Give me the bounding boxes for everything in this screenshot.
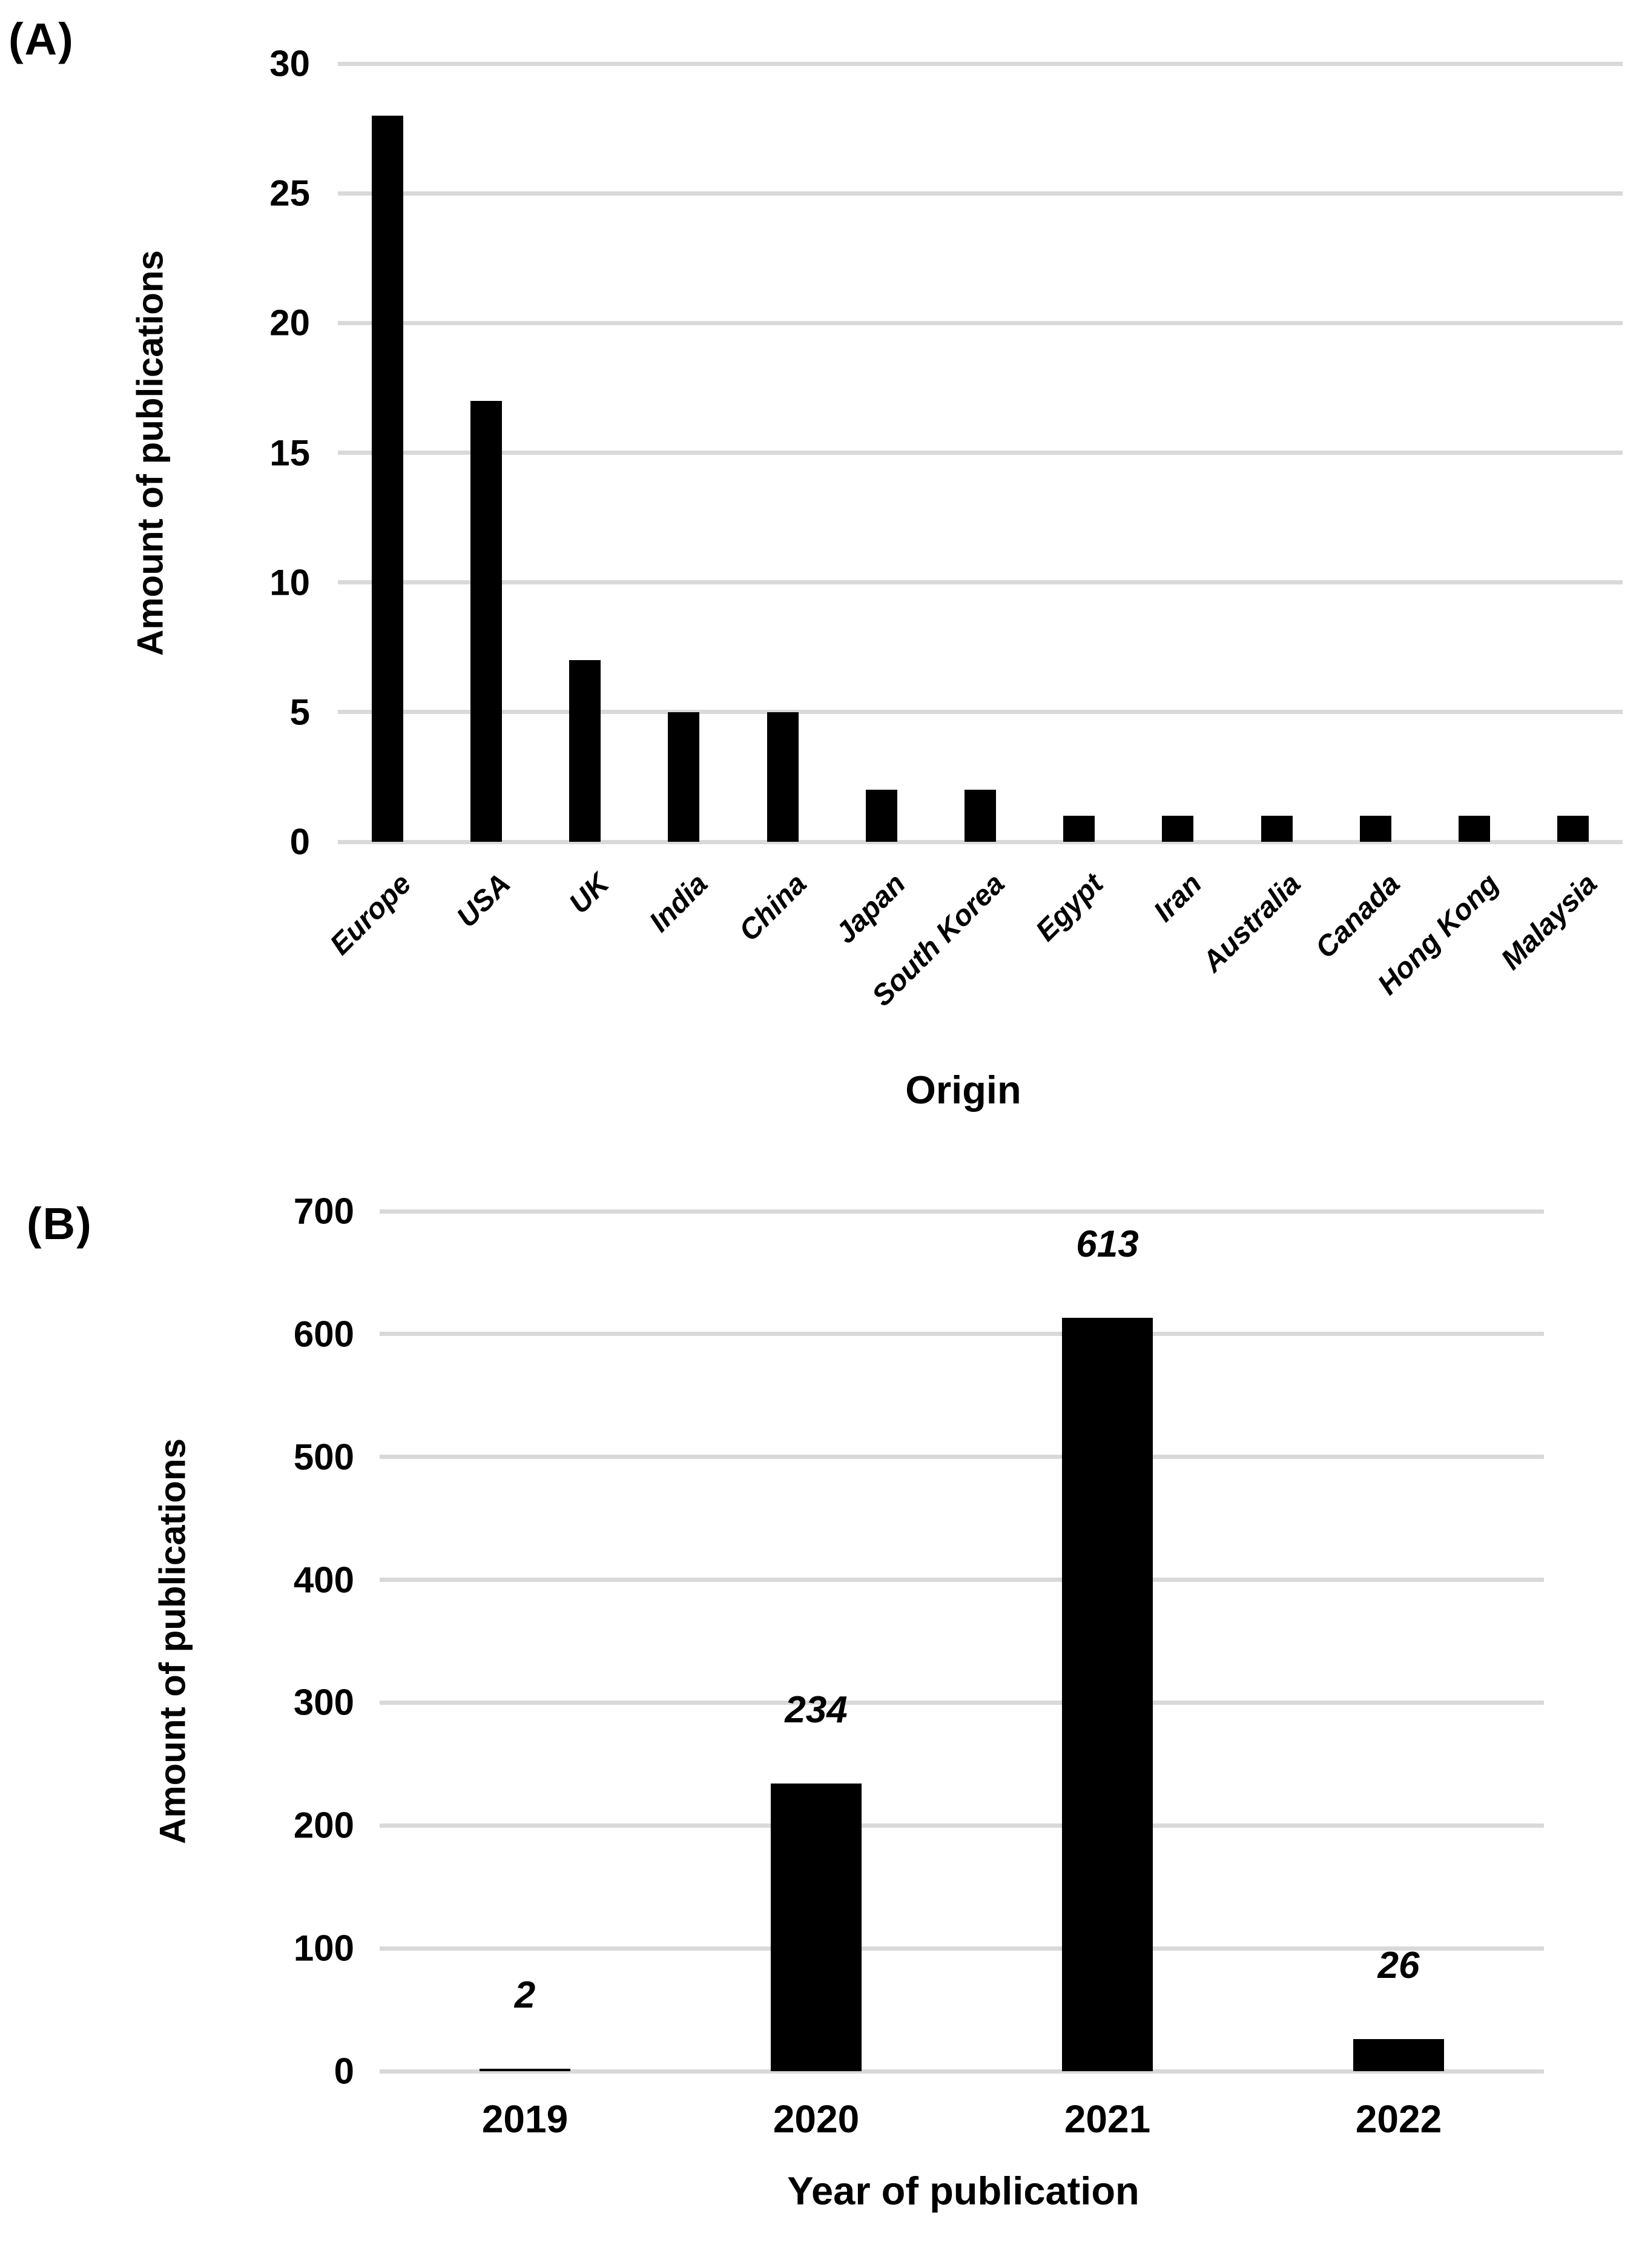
gridline-100 xyxy=(380,1946,1544,1951)
y-tick-label-25: 25 xyxy=(269,173,310,214)
bar-usa xyxy=(470,401,502,842)
gridline-700 xyxy=(380,1209,1544,1214)
x-tick-label-australia: Australia xyxy=(1196,867,1307,979)
x-tick-label-canada: Canada xyxy=(1309,867,1407,965)
data-label-2019: 2 xyxy=(514,1974,536,2016)
x-tick-label-india: India xyxy=(643,867,714,939)
x-tick-label-2021: 2021 xyxy=(1064,2097,1151,2141)
gridline-25 xyxy=(338,191,1623,196)
data-label-2022: 26 xyxy=(1377,1945,1420,1986)
y-axis-title-b: Amount of publications xyxy=(152,1438,193,1844)
gridline-300 xyxy=(380,1701,1544,1705)
bar-south-korea xyxy=(965,790,996,842)
panel-b-label: (B) xyxy=(27,1198,93,1249)
x-tick-label-iran: Iran xyxy=(1147,867,1209,928)
y-tick-label-300: 300 xyxy=(293,1682,354,1723)
gridline-30 xyxy=(338,62,1623,66)
bar-europe xyxy=(372,116,403,842)
bar-2020 xyxy=(771,1784,862,2071)
x-tick-label-uk: UK xyxy=(562,867,616,921)
y-tick-label-5: 5 xyxy=(289,692,310,733)
x-tick-label-2020: 2020 xyxy=(773,2097,860,2141)
gridline-10 xyxy=(338,580,1623,584)
bar-hong-kong xyxy=(1459,816,1490,842)
y-tick-label-30: 30 xyxy=(269,43,310,84)
x-tick-label-2019: 2019 xyxy=(481,2097,569,2141)
x-tick-label-2022: 2022 xyxy=(1355,2097,1442,2141)
x-tick-label-japan: Japan xyxy=(829,867,912,950)
data-label-2021: 613 xyxy=(1076,1223,1139,1265)
y-tick-label-700: 700 xyxy=(293,1191,354,1232)
gridline-0 xyxy=(338,840,1623,844)
y-tick-label-200: 200 xyxy=(293,1805,354,1846)
bar-2021 xyxy=(1062,1318,1153,2071)
gridline-5 xyxy=(338,710,1623,714)
y-tick-label-20: 20 xyxy=(269,302,310,343)
y-tick-label-100: 100 xyxy=(293,1928,354,1969)
y-tick-label-500: 500 xyxy=(293,1437,354,1478)
bar-china xyxy=(767,712,799,842)
bar-2019 xyxy=(480,2069,570,2071)
bar-uk xyxy=(569,660,601,842)
y-tick-label-0: 0 xyxy=(334,2051,354,2092)
bar-australia xyxy=(1261,816,1293,842)
gridline-20 xyxy=(338,321,1623,325)
x-tick-label-usa: USA xyxy=(450,867,517,934)
y-tick-label-10: 10 xyxy=(269,562,310,603)
y-tick-label-600: 600 xyxy=(293,1314,354,1355)
gridline-500 xyxy=(380,1455,1544,1459)
x-axis-title-b: Year of publication xyxy=(787,2169,1139,2213)
gridline-600 xyxy=(380,1332,1544,1336)
bar-2022 xyxy=(1353,2039,1444,2071)
y-tick-label-0: 0 xyxy=(289,821,310,862)
gridline-0 xyxy=(380,2069,1544,2074)
bar-egypt xyxy=(1063,816,1095,842)
gridline-15 xyxy=(338,451,1623,455)
y-tick-label-15: 15 xyxy=(269,432,310,474)
y-tick-label-400: 400 xyxy=(293,1559,354,1601)
gridline-400 xyxy=(380,1578,1544,1582)
data-label-2020: 234 xyxy=(785,1689,848,1731)
bar-iran xyxy=(1162,816,1193,842)
bar-malaysia xyxy=(1557,816,1589,842)
x-tick-label-malaysia: Malaysia xyxy=(1495,867,1604,976)
bar-india xyxy=(668,712,699,842)
panel-a-label: (A) xyxy=(8,14,74,64)
gridline-200 xyxy=(380,1823,1544,1828)
x-tick-label-china: China xyxy=(733,867,813,948)
bar-japan xyxy=(866,790,897,842)
x-tick-label-europe: Europe xyxy=(324,867,418,962)
x-tick-label-egypt: Egypt xyxy=(1029,867,1110,948)
bar-canada xyxy=(1360,816,1391,842)
x-axis-title-a: Origin xyxy=(905,1068,1021,1112)
